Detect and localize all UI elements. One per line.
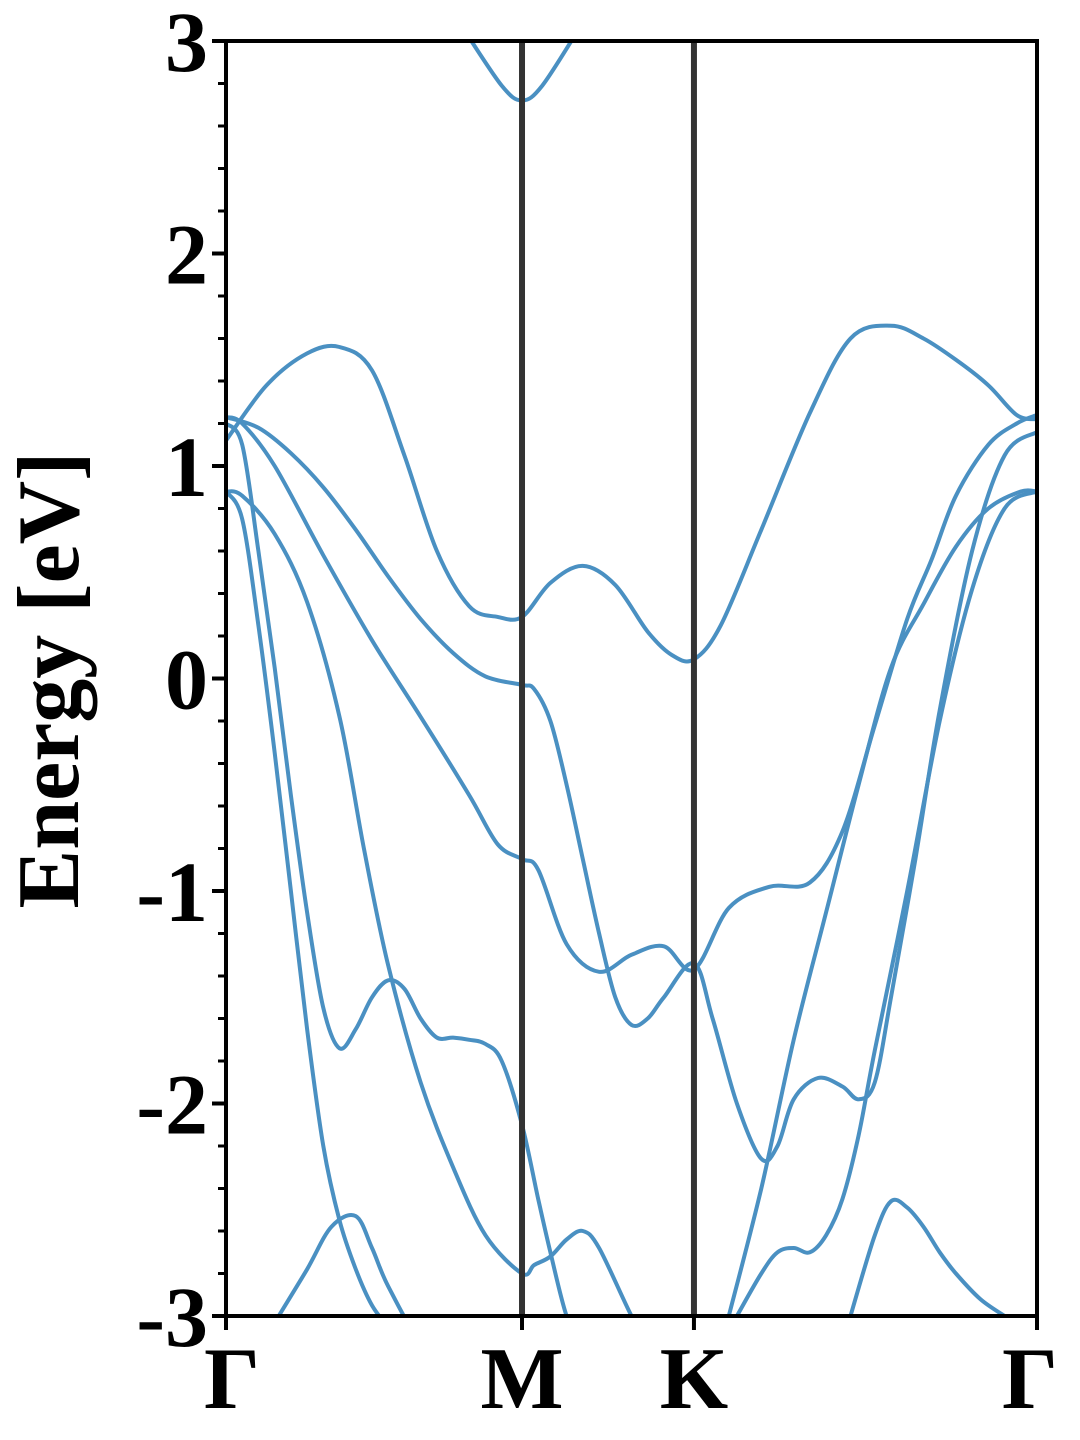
band-line-7 — [226, 489, 382, 1316]
y-tick-label: 0 — [165, 632, 208, 728]
y-axis-label: Energy [eV] — [1, 452, 98, 909]
y-tick-label: -2 — [136, 1057, 208, 1153]
band-line-4 — [226, 415, 1037, 1164]
y-tick-label: -1 — [136, 844, 208, 940]
band-line-9 — [726, 488, 1037, 1316]
x-tick-label: Γ — [1002, 1331, 1058, 1428]
y-tick-label: -3 — [136, 1269, 208, 1365]
band-line-6 — [226, 421, 569, 1316]
band-line-8 — [276, 1213, 407, 1316]
band-line-3 — [226, 413, 1037, 974]
y-tick-label: 1 — [165, 419, 208, 515]
symmetry-lines — [519, 41, 697, 1316]
y-tick-label: 3 — [165, 0, 208, 90]
band-line-11 — [848, 1197, 1009, 1316]
band-line-10 — [734, 489, 1037, 1316]
band-lines — [226, 41, 1037, 1316]
x-tick-label: Γ — [204, 1331, 260, 1428]
plot-frame — [224, 39, 1039, 1318]
band-line-2 — [226, 323, 1037, 664]
y-ticks: 3 2 1 0 -1 -2 -3 — [136, 0, 226, 1365]
band-line-5 — [226, 489, 634, 1316]
x-tick-label: K — [660, 1331, 728, 1428]
x-tick-label: M — [480, 1331, 563, 1428]
y-tick-label: 2 — [165, 207, 208, 303]
